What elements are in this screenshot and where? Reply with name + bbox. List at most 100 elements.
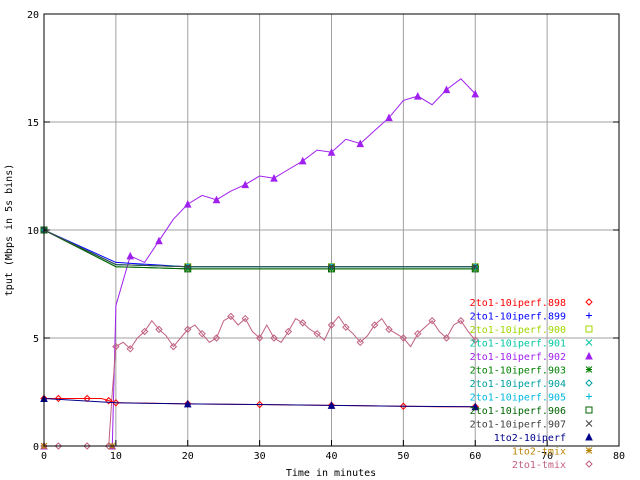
- x-tick-label: 50: [397, 451, 409, 462]
- x-tick-label: 20: [182, 451, 194, 462]
- series-point: [183, 399, 192, 408]
- series-2to1-10iperf.907: [40, 226, 479, 271]
- series-point: [255, 400, 264, 409]
- legend-label: 2to1-10iperf.899: [470, 312, 566, 323]
- y-tick-label: 10: [27, 226, 39, 237]
- series-point: [328, 265, 335, 273]
- series-point: [385, 113, 393, 122]
- series-point: [471, 89, 480, 98]
- series-point: [198, 329, 206, 338]
- legend-marker: [586, 393, 592, 400]
- series-point: [328, 263, 335, 271]
- series-point: [183, 199, 192, 208]
- series-point: [471, 402, 480, 411]
- series-line: [43, 229, 476, 270]
- series-point: [255, 334, 264, 342]
- series-2to1-10iperf.902: [40, 78, 480, 450]
- legend-label: 2to1-10iperf.901: [470, 339, 566, 350]
- x-tick-label: 60: [469, 451, 481, 462]
- x-tick-label: 40: [325, 451, 337, 462]
- series-2to1-tmix: [40, 312, 479, 450]
- legend-label: 2to1-10iperf.907: [470, 420, 566, 431]
- series-point: [313, 329, 321, 338]
- series-point: [140, 327, 149, 336]
- series-point: [356, 139, 365, 148]
- series-point: [414, 329, 422, 338]
- series-point: [155, 325, 163, 334]
- series-point: [471, 265, 479, 273]
- y-tick-label: 5: [33, 334, 39, 345]
- legend-label: 2to1-10iperf.905: [470, 393, 566, 404]
- series-line: [43, 229, 476, 268]
- series-line: [43, 398, 476, 408]
- x-axis-title: Time in minutes: [286, 468, 376, 479]
- series-point: [184, 265, 192, 273]
- series-point: [126, 251, 135, 260]
- y-axis-title: tput (Mbps in 5s bins): [4, 164, 15, 296]
- series-point: [428, 317, 436, 325]
- series-point: [327, 401, 336, 409]
- series-point: [284, 327, 293, 336]
- series-point: [457, 317, 465, 325]
- series-point: [212, 334, 221, 342]
- x-tick-label: 70: [541, 451, 553, 462]
- grid-layer: [44, 14, 619, 446]
- legend-marker: [585, 379, 593, 387]
- series-point: [399, 402, 408, 410]
- legend-marker: [585, 298, 593, 306]
- series-point: [184, 325, 192, 334]
- legend-label: 1to2-tmix: [512, 447, 566, 458]
- series-point: [370, 321, 379, 329]
- legend-marker: [585, 460, 593, 468]
- legend-label: 2to1-tmix: [512, 460, 566, 471]
- series-point: [356, 338, 364, 347]
- series-point: [298, 156, 307, 165]
- series-point: [270, 334, 278, 342]
- series-point: [184, 263, 192, 271]
- x-tick-label: 80: [613, 451, 625, 462]
- series-point: [270, 174, 278, 182]
- legend-marker: [585, 447, 593, 454]
- series-point: [471, 263, 479, 271]
- legend-marker: [586, 312, 592, 319]
- y-tick-label: 20: [27, 10, 39, 21]
- legend-marker: [585, 432, 593, 441]
- y-tick-label: 15: [27, 118, 39, 129]
- legend-marker: [585, 351, 593, 360]
- series-point: [155, 236, 163, 245]
- legend-label: 2to1-10iperf.906: [470, 406, 566, 417]
- series-point: [413, 91, 422, 100]
- y-tick-label: 0: [33, 442, 39, 453]
- series-point: [212, 195, 221, 204]
- legend-label: 2to1-10iperf.902: [470, 352, 566, 363]
- legend-marker: [585, 406, 593, 414]
- x-tick-label: 10: [110, 451, 122, 462]
- series-point: [471, 336, 479, 344]
- series-point: [442, 334, 451, 342]
- legend-label: 1to2-10iperf: [494, 433, 566, 444]
- legend-label: 2to1-10iperf.904: [470, 379, 566, 390]
- series-point: [169, 342, 178, 351]
- legend-marker: [585, 366, 593, 373]
- legend-label: 2to1-10iperf.903: [470, 366, 566, 377]
- series-point: [327, 148, 336, 156]
- legend-marker: [585, 339, 593, 346]
- series-point: [442, 85, 451, 94]
- series-point: [327, 321, 336, 329]
- series-point: [54, 394, 63, 403]
- tick-layer: 0 10 20 30 40 50 60 70 80 0 5 10 15 20: [27, 10, 625, 462]
- series-point: [112, 399, 120, 407]
- legend: 2to1-10iperf.898 2to1-10iperf.899 2to1-10i…: [470, 298, 593, 471]
- series-point: [112, 342, 120, 351]
- legend-marker: [585, 420, 593, 427]
- series-point: [104, 396, 113, 405]
- legend-label: 2to1-10iperf.898: [470, 298, 566, 309]
- series-point: [342, 323, 350, 331]
- series-point: [83, 442, 91, 450]
- series-point: [399, 334, 408, 342]
- series-point: [385, 325, 393, 334]
- legend-marker: [585, 325, 593, 333]
- series-point: [54, 442, 63, 450]
- x-tick-label: 30: [254, 451, 266, 462]
